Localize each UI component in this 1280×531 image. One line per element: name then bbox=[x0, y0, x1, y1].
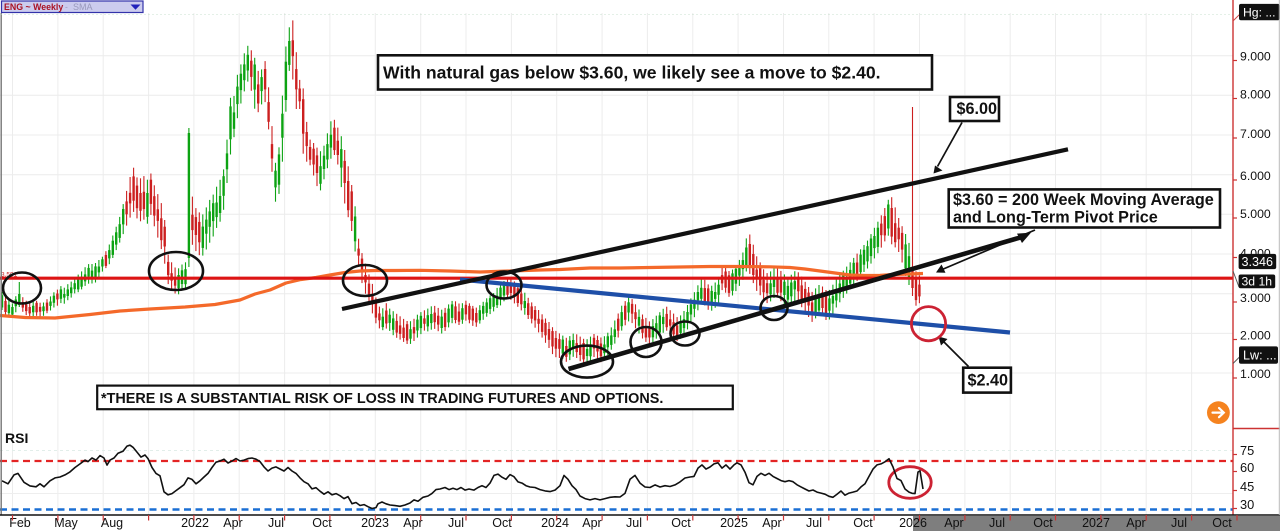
svg-text:Oct: Oct bbox=[492, 516, 512, 530]
svg-text:Feb: Feb bbox=[9, 516, 31, 530]
svg-text:3.000: 3.000 bbox=[1240, 291, 1271, 305]
svg-text:$3.60 = 200 Week Moving Averag: $3.60 = 200 Week Moving Average bbox=[953, 191, 1214, 209]
svg-text:Aug: Aug bbox=[101, 516, 123, 530]
svg-text:2027: 2027 bbox=[1082, 516, 1110, 530]
svg-text:2023: 2023 bbox=[361, 516, 389, 530]
svg-text:6.000: 6.000 bbox=[1240, 169, 1271, 183]
svg-text:2025: 2025 bbox=[720, 516, 748, 530]
svg-text:Jul: Jul bbox=[806, 516, 822, 530]
svg-text:2022: 2022 bbox=[181, 516, 209, 530]
svg-text:30: 30 bbox=[1240, 497, 1254, 512]
svg-text:ENG ~ Weekly: ENG ~ Weekly bbox=[4, 2, 63, 12]
svg-text:Oct: Oct bbox=[1212, 516, 1232, 530]
svg-text:and Long-Term Pivot Price: and Long-Term Pivot Price bbox=[953, 209, 1158, 227]
svg-text:Jul: Jul bbox=[1171, 516, 1187, 530]
svg-text:RSI: RSI bbox=[5, 430, 28, 446]
svg-text:Jul: Jul bbox=[626, 516, 642, 530]
svg-text:Hg: ...: Hg: ... bbox=[1243, 5, 1276, 19]
svg-text:2026: 2026 bbox=[899, 516, 927, 530]
svg-text:2024: 2024 bbox=[541, 516, 569, 530]
svg-text:Jul: Jul bbox=[989, 516, 1005, 530]
svg-text:5.000: 5.000 bbox=[1240, 207, 1271, 221]
svg-text:$2.40: $2.40 bbox=[968, 372, 1009, 390]
svg-text:Jul: Jul bbox=[448, 516, 464, 530]
svg-text:8.000: 8.000 bbox=[1240, 88, 1271, 102]
svg-text:3d 1h: 3d 1h bbox=[1242, 275, 1273, 289]
svg-text:Apr: Apr bbox=[762, 516, 781, 530]
svg-text:Apr: Apr bbox=[944, 516, 963, 530]
svg-text:2.000: 2.000 bbox=[1240, 329, 1271, 343]
svg-text:SMA: SMA bbox=[73, 2, 93, 12]
svg-text:Oct: Oct bbox=[671, 516, 691, 530]
svg-text:Apr: Apr bbox=[223, 516, 242, 530]
svg-text:Oct: Oct bbox=[1033, 516, 1053, 530]
svg-text:Lw: ...: Lw: ... bbox=[1243, 349, 1277, 363]
svg-text:Apr: Apr bbox=[582, 516, 601, 530]
svg-text:Jul: Jul bbox=[268, 516, 284, 530]
svg-text:3.346: 3.346 bbox=[1242, 255, 1274, 269]
svg-text:Oct: Oct bbox=[312, 516, 332, 530]
svg-text:Apr: Apr bbox=[1126, 516, 1145, 530]
svg-text:7.000: 7.000 bbox=[1240, 127, 1271, 141]
svg-text:*THERE IS A SUBSTANTIAL RISK O: *THERE IS A SUBSTANTIAL RISK OF LOSS IN … bbox=[101, 391, 663, 407]
svg-text:-: - bbox=[65, 2, 68, 12]
svg-text:45: 45 bbox=[1240, 479, 1254, 494]
svg-text:$6.00: $6.00 bbox=[957, 100, 998, 118]
svg-text:75: 75 bbox=[1240, 443, 1254, 458]
svg-text:May: May bbox=[54, 516, 78, 530]
svg-text:Apr: Apr bbox=[403, 516, 422, 530]
svg-text:1.000: 1.000 bbox=[1240, 367, 1271, 381]
svg-text:60: 60 bbox=[1240, 460, 1254, 475]
svg-text:With natural gas below $3.60,: With natural gas below $3.60, we likely … bbox=[383, 63, 881, 83]
svg-text:9.000: 9.000 bbox=[1240, 50, 1271, 64]
svg-text:Oct: Oct bbox=[853, 516, 873, 530]
